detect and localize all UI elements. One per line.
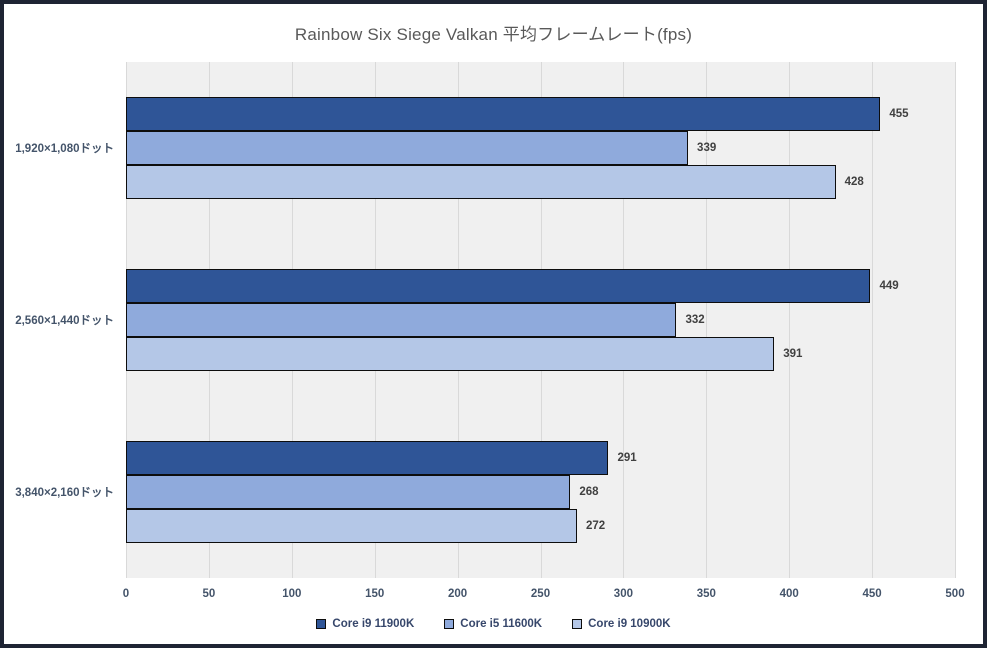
bar-value-label: 291 (617, 452, 637, 464)
x-tick-label: 0 (122, 588, 130, 600)
legend-item-core-i9-10900k: Core i9 10900K (572, 618, 671, 630)
x-axis: 0 50 100 150 200 250 300 350 400 450 500 (122, 588, 965, 604)
category-label: 1,920×1,080ドット (15, 143, 114, 155)
bar-core-i9-10900k-cat1 (126, 337, 775, 371)
gridline (706, 62, 708, 578)
bar-core-i9-10900k-cat2 (126, 509, 577, 543)
bar-value-label: 449 (879, 280, 899, 292)
bar-core-i5-11600k-cat2 (126, 475, 571, 509)
x-tick-label: 500 (945, 588, 965, 600)
x-tick-label: 100 (282, 588, 302, 600)
gridline (872, 62, 874, 578)
bar-value-label: 332 (685, 314, 705, 326)
plot-area: 455 339 428 449 332 391 291 268 272 (126, 62, 956, 578)
gridline (955, 62, 956, 578)
bar-value-label: 391 (783, 348, 803, 360)
x-tick-label: 400 (779, 588, 799, 600)
category-axis: 1,920×1,080ドット 2,560×1,440ドット 3,840×2,160ド… (4, 62, 126, 578)
legend-item-core-i9-11900k: Core i9 11900K (316, 618, 414, 630)
x-tick-label: 450 (862, 588, 882, 600)
legend-item-core-i5-11600k: Core i5 11600K (444, 618, 542, 630)
legend-label: Core i9 11900K (332, 618, 415, 630)
bar-core-i5-11600k-cat0 (126, 131, 689, 165)
legend: Core i9 11900K Core i5 11600K Core i9 1090… (4, 618, 983, 630)
x-tick-label: 50 (202, 588, 216, 600)
bar-core-i9-11900k-cat0 (126, 97, 881, 131)
bar-value-label: 272 (585, 520, 606, 532)
legend-swatch (316, 619, 327, 629)
bar-core-i5-11600k-cat1 (126, 303, 677, 337)
legend-swatch (444, 619, 455, 629)
x-tick-label: 150 (365, 588, 385, 600)
legend-label: Core i5 11600K (460, 618, 543, 630)
x-tick-label: 200 (448, 588, 468, 600)
bar-core-i9-11900k-cat2 (126, 441, 609, 475)
bar-core-i9-10900k-cat0 (126, 165, 836, 199)
x-tick-label: 300 (613, 588, 633, 600)
category-label: 2,560×1,440ドット (15, 315, 114, 327)
legend-swatch (572, 619, 583, 629)
chart-title: Rainbow Six Siege Valkan 平均フレームレート(fps) (294, 25, 693, 44)
bar-value-label: 268 (579, 486, 599, 498)
gridline (789, 62, 791, 578)
x-tick-label: 350 (696, 588, 716, 600)
bar-value-label: 428 (844, 176, 864, 188)
legend-label: Core i9 10900K (588, 618, 671, 630)
bar-core-i9-11900k-cat1 (126, 269, 871, 303)
bar-value-label: 455 (889, 108, 909, 120)
x-tick-label: 250 (530, 588, 551, 600)
category-label: 3,840×2,160ドット (15, 487, 114, 499)
bar-value-label: 339 (697, 142, 717, 154)
